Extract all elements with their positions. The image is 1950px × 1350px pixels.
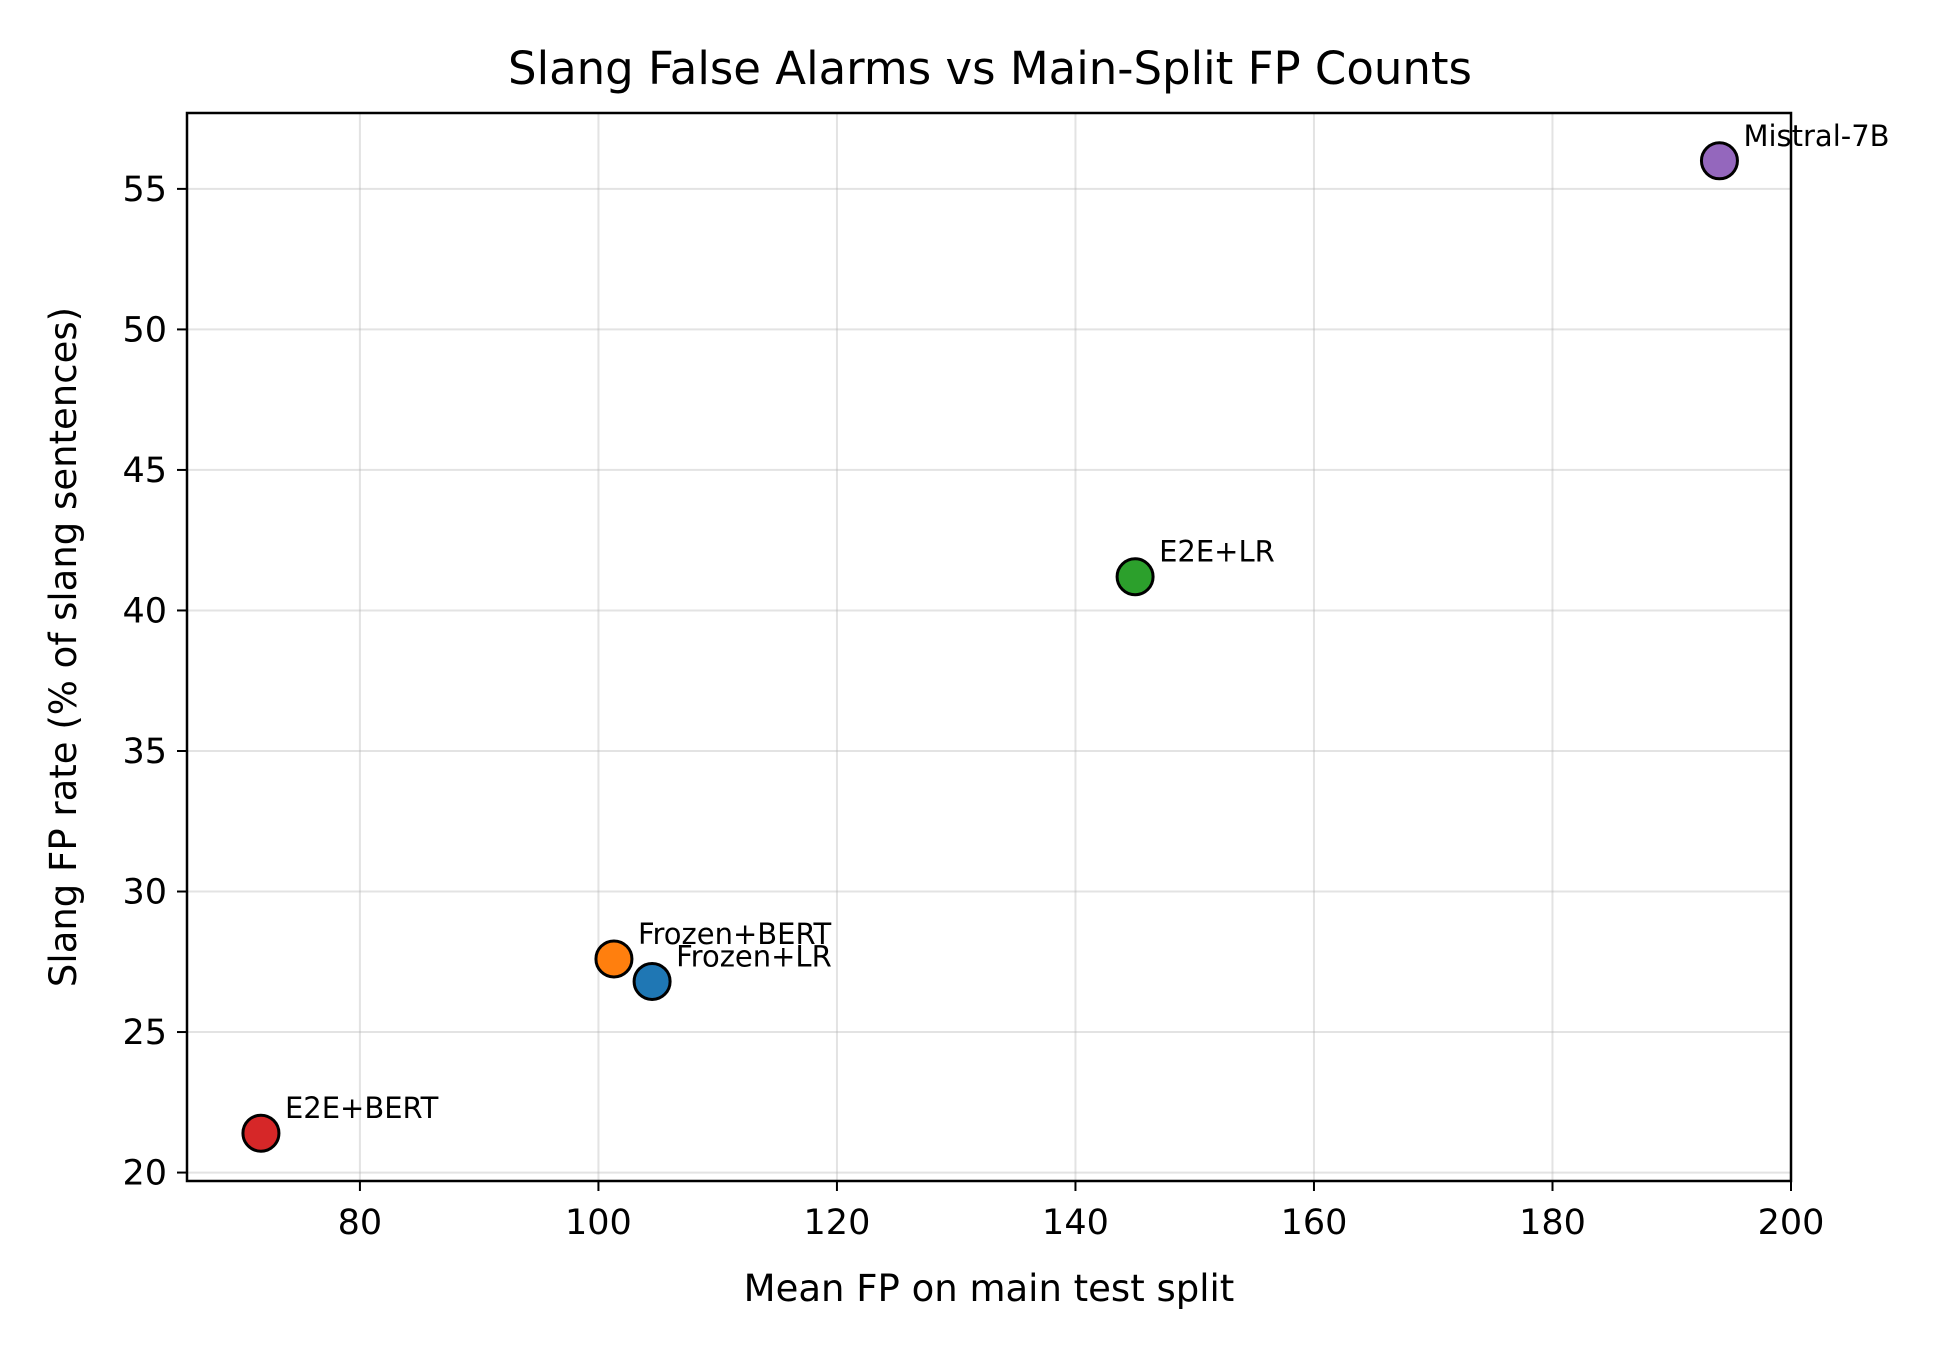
y-tick-label: 25 (122, 1013, 167, 1053)
x-tick-label: 200 (1758, 1203, 1825, 1243)
y-tick-label: 20 (122, 1154, 167, 1194)
y-tick-label: 40 (122, 591, 167, 631)
y-tick-label: 35 (122, 732, 167, 772)
data-point (1115, 557, 1155, 597)
point-label: Mistral-7B (1743, 119, 1889, 153)
plot-frame (185, 111, 1793, 1183)
point-label: E2E+BERT (285, 1091, 439, 1125)
data-point (241, 1113, 281, 1153)
x-tick-label: 140 (1042, 1203, 1109, 1243)
y-tick-label: 55 (122, 170, 167, 210)
chart-title: Slang False Alarms vs Main-Split FP Coun… (508, 42, 1472, 95)
y-axis-title: Slang FP rate (% of slang sentences) (42, 307, 85, 987)
point-label: E2E+LR (1159, 535, 1275, 569)
x-tick-label: 180 (1519, 1203, 1586, 1243)
y-tick-label: 45 (122, 451, 167, 491)
y-tick-label: 50 (122, 310, 167, 350)
data-points (241, 141, 1739, 1153)
point-label: Frozen+LR (676, 939, 832, 973)
x-tick-label: 80 (338, 1203, 383, 1243)
y-tick-label: 30 (122, 873, 167, 913)
grid (187, 113, 1792, 1181)
x-tick-label: 100 (565, 1203, 632, 1243)
data-point (594, 939, 634, 979)
x-axis-ticks: 80 100 120 140 160 180 200 (338, 1181, 1825, 1243)
x-tick-label: 160 (1281, 1203, 1348, 1243)
point-label: Frozen+BERT (638, 917, 832, 951)
x-axis-title: Mean FP on main test split (744, 1267, 1235, 1310)
data-point (1699, 141, 1739, 181)
data-point (632, 961, 672, 1001)
y-axis-ticks: 20 25 30 35 40 45 50 55 (122, 170, 187, 1194)
x-tick-label: 120 (804, 1203, 871, 1243)
